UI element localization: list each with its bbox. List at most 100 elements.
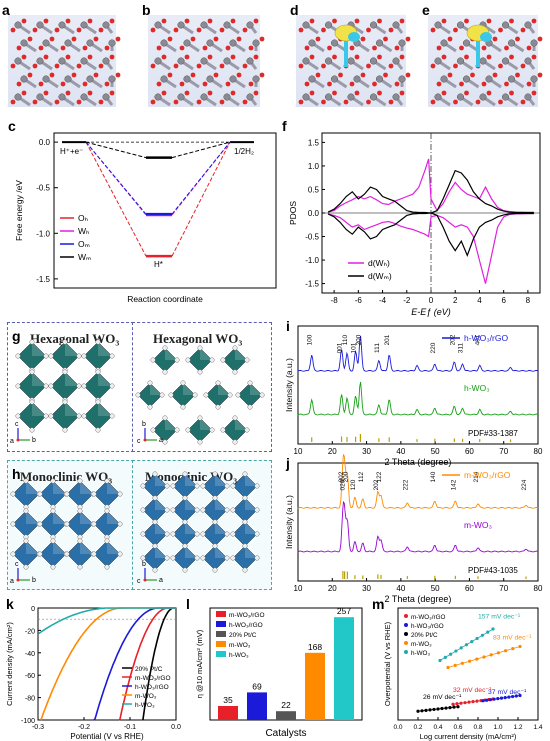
tungsten-atom	[246, 93, 254, 101]
chart-c-frame	[53, 132, 277, 289]
y-tick-label: 0.5	[308, 185, 320, 194]
oxygen-atom	[242, 471, 248, 477]
tungsten-atom	[20, 39, 28, 47]
oxygen-atom	[227, 392, 233, 398]
oxygen-atom	[343, 99, 349, 105]
mono-octahedron-top-facet	[155, 546, 167, 558]
oxygen-atom	[152, 543, 158, 549]
oxygen-atom	[219, 99, 225, 105]
oxygen-atom	[156, 81, 162, 87]
panel-label-f: f	[282, 118, 287, 134]
oxygen-atom	[170, 555, 176, 561]
oxygen-atom	[23, 478, 29, 484]
oxygen-atom	[430, 63, 436, 69]
mono-octahedron-top-facet	[185, 546, 197, 558]
oxygen-atom	[64, 491, 70, 497]
oxygen-atom	[475, 99, 481, 105]
oxygen-atom	[21, 18, 27, 24]
oxygen-atom	[167, 36, 173, 42]
oxygen-atom	[215, 380, 221, 386]
oxygen-atom	[498, 99, 503, 105]
oxygen-atom	[37, 551, 43, 557]
oxygen-atom	[321, 99, 326, 105]
oxygen-atom	[197, 345, 203, 351]
oxygen-atom	[62, 427, 68, 433]
oxygen-atom	[82, 81, 88, 87]
tafel-slope-label: 32 mV dec⁻¹	[453, 687, 492, 694]
oxygen-atom	[48, 413, 54, 419]
oxygen-atom	[77, 478, 83, 484]
pdos-curve-down	[327, 212, 534, 284]
oxygen-atom	[77, 508, 83, 514]
axis-label: c	[15, 561, 19, 568]
tungsten-atom	[108, 75, 116, 83]
hex-octahedron-top-facet	[165, 418, 177, 430]
oxygen-atom	[212, 519, 218, 525]
x-tick-label: 4	[477, 296, 482, 305]
legend-marker	[404, 632, 408, 636]
oxygen-atom	[486, 90, 492, 96]
oxygen-atom	[486, 54, 492, 60]
panel-label-h: h	[12, 466, 21, 482]
tungsten-atom	[64, 39, 72, 47]
oxygen-atom	[360, 72, 366, 78]
oxygen-atom	[430, 99, 436, 105]
tungsten-atom	[479, 93, 487, 101]
oxygen-atom	[213, 72, 219, 78]
tungsten-atom	[206, 39, 214, 47]
tungsten-atom	[252, 75, 260, 83]
oxygen-atom	[453, 27, 458, 33]
oxygen-atom	[298, 27, 304, 33]
hex-octahedron-top-facet	[218, 383, 230, 395]
x-axis-label: E-Eƒ (eV)	[411, 307, 451, 317]
oxygen-atom	[202, 81, 208, 87]
mono-octahedron-top-facet	[215, 546, 227, 558]
axis-label: c	[15, 421, 19, 428]
oxygen-atom	[152, 519, 158, 525]
x-axis-label: 2 Theta (degree)	[385, 594, 452, 604]
oxygen-atom	[147, 380, 153, 386]
tungsten-atom	[353, 75, 361, 83]
x-tick-label: 10	[294, 447, 303, 456]
oxygen-atom	[182, 543, 188, 549]
mono-octahedron-side-facet	[26, 541, 39, 554]
tungsten-atom	[80, 93, 88, 101]
oxygen-atom	[354, 18, 360, 24]
tungsten-atom	[507, 39, 516, 47]
oxygen-atom	[259, 36, 265, 42]
legend-label: 20% Pt/C	[411, 632, 438, 639]
peak-index-label: 002	[338, 471, 345, 482]
hex-octahedron-side-facet	[32, 372, 46, 386]
oxygen-atom	[161, 18, 167, 24]
tungsten-atom	[324, 57, 333, 65]
oxygen-atom	[27, 36, 33, 42]
hex-octahedron-top-facet	[250, 383, 262, 395]
oxygen-atom	[64, 551, 70, 557]
hex-octahedron-side-facet	[32, 342, 46, 356]
oxygen-atom	[150, 427, 156, 433]
peak-index-label: 220	[430, 342, 437, 353]
oxygen-atom	[76, 63, 82, 69]
tungsten-atom	[206, 75, 214, 83]
mono-octahedron-side-facet	[53, 481, 66, 494]
oxygen-atom	[77, 564, 83, 570]
oxygen-atom	[156, 45, 162, 51]
tungsten-atom	[530, 39, 538, 47]
oxygen-atom	[117, 491, 123, 497]
oxygen-atom	[21, 90, 27, 96]
legend-label: h-WO₃/rGO	[411, 623, 444, 630]
x-tick-label: -2	[403, 296, 411, 305]
oxygen-atom	[259, 72, 265, 78]
hex-octahedron-top-facet	[150, 383, 162, 395]
x-tick-label: 70	[499, 584, 508, 593]
oxygen-atom	[117, 551, 123, 557]
oxygen-atom	[49, 36, 55, 42]
y-axis-label: Intensity (a.u.)	[284, 358, 294, 412]
tungsten-atom	[434, 57, 442, 65]
peak-index-label: 202	[373, 479, 380, 490]
x-tick-label: -4	[379, 296, 387, 305]
oxygen-atom	[230, 531, 236, 537]
x-tick-label: 30	[362, 584, 371, 593]
